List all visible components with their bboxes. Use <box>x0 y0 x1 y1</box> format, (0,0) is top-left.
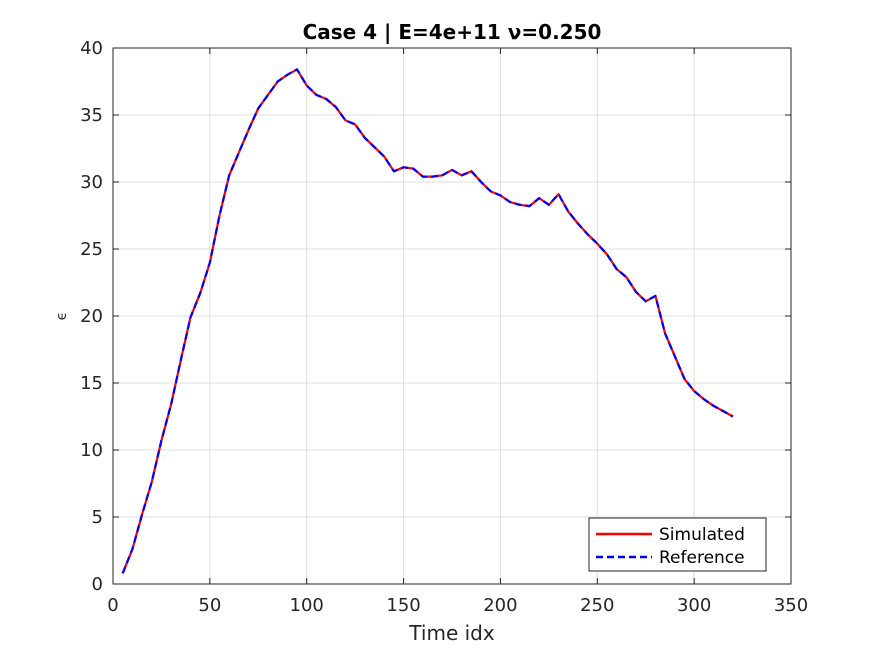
x-tick-label: 300 <box>677 595 711 616</box>
y-tick-label: 15 <box>80 373 103 394</box>
series-line-reference <box>121 68 734 574</box>
chart-title: Case 4 | E=4e+11 ν=0.250 <box>303 20 602 44</box>
x-tick-label: 200 <box>483 595 517 616</box>
x-tick-label: 100 <box>290 595 324 616</box>
legend-label-simulated: Simulated <box>659 525 745 545</box>
y-tick-label: 0 <box>92 574 103 595</box>
y-tick-label: 40 <box>80 38 103 59</box>
y-tick-label: 10 <box>80 440 103 461</box>
x-tick-label: 250 <box>580 595 614 616</box>
y-tick-label: 25 <box>80 239 103 260</box>
y-tick-label: 20 <box>80 306 103 327</box>
legend-box <box>588 517 767 572</box>
y-tick-label: 30 <box>80 172 103 193</box>
x-tick-label: 150 <box>386 595 420 616</box>
axis-ticks: 0 50 100 150 200 250 300 350 0 5 10 15 20 25 30 35 40 <box>80 38 808 616</box>
legend-label-reference: Reference <box>659 548 745 568</box>
legend: Simulated Reference <box>588 517 767 572</box>
x-axis-label: Time idx <box>408 621 495 645</box>
x-tick-label: 50 <box>198 595 221 616</box>
x-tick-label: 350 <box>774 595 808 616</box>
y-axis-label: ϵ <box>54 312 70 321</box>
grid-lines <box>113 48 791 584</box>
x-tick-label: 0 <box>107 595 118 616</box>
y-tick-label: 5 <box>92 507 103 528</box>
y-tick-label: 35 <box>80 105 103 126</box>
series-lines <box>121 68 734 574</box>
